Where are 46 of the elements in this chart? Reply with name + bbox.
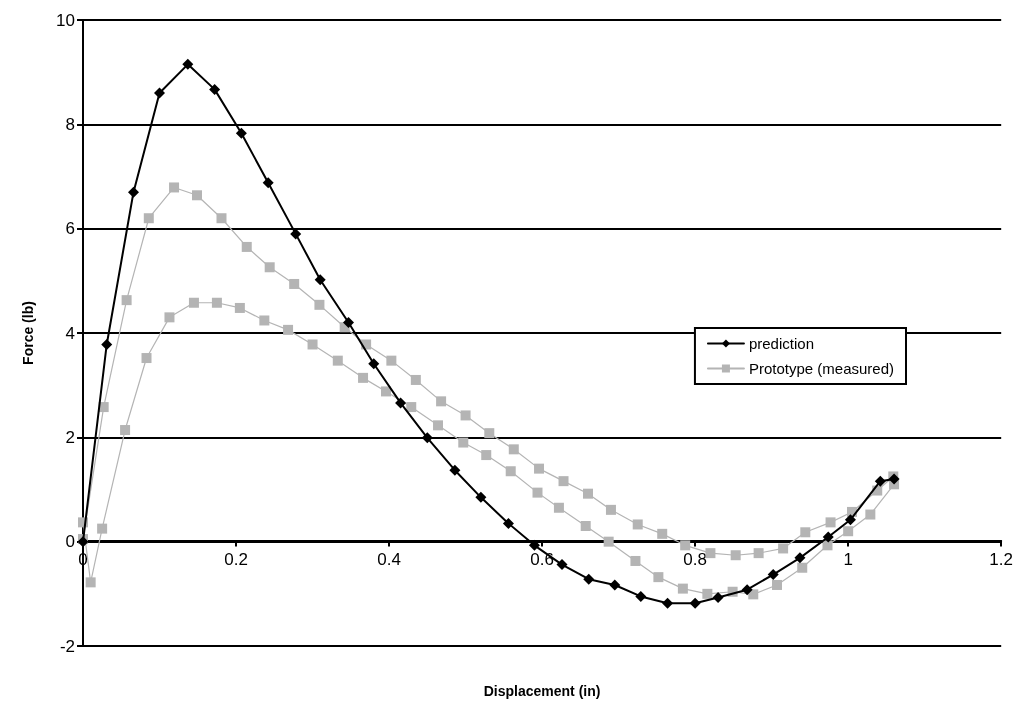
y-tick-label: 8: [65, 114, 75, 134]
y-axis-title: Force (lb): [20, 301, 36, 365]
point: [449, 464, 461, 476]
point: [343, 317, 355, 329]
point: [262, 177, 274, 189]
y-tick-label: 4: [65, 323, 75, 343]
point: [182, 58, 194, 70]
y-tick-label: 10: [56, 10, 75, 30]
x-axis-title: Displacement (in): [483, 683, 601, 699]
point: [767, 569, 779, 581]
point: [689, 597, 701, 609]
point: [583, 573, 595, 585]
point: [154, 87, 166, 99]
point: [874, 475, 886, 487]
y-tick-label: 6: [65, 219, 75, 239]
legend-label: Prototype (measured): [748, 360, 895, 377]
point: [844, 514, 856, 526]
point: [794, 552, 806, 564]
legend-label: prediction: [748, 335, 814, 352]
x-tick-label: 0.4: [377, 549, 401, 569]
x-tick-label: 0.8: [683, 549, 707, 569]
y-tick-label: -2: [59, 636, 75, 656]
point: [368, 358, 380, 370]
x-tick-label: 1: [843, 549, 853, 569]
point: [101, 338, 113, 350]
x-tick-label: 0.6: [530, 549, 554, 569]
point: [662, 597, 674, 609]
point: [635, 590, 647, 602]
point: [712, 591, 724, 603]
point: [235, 127, 247, 139]
point: [822, 531, 834, 543]
point: [128, 186, 139, 198]
x-tick-label: 1.2: [989, 549, 1013, 569]
point: [609, 579, 621, 591]
y-tick-label: 0: [65, 532, 75, 552]
point: [395, 397, 407, 409]
x-tick-label: 0.2: [224, 549, 248, 569]
y-tick-label: 2: [65, 427, 75, 447]
point: [528, 539, 540, 551]
point: [502, 517, 514, 529]
point: [741, 584, 753, 596]
point: [421, 432, 433, 444]
point: [556, 559, 568, 571]
point: [209, 83, 221, 95]
point: [475, 491, 487, 503]
point: [314, 274, 326, 286]
